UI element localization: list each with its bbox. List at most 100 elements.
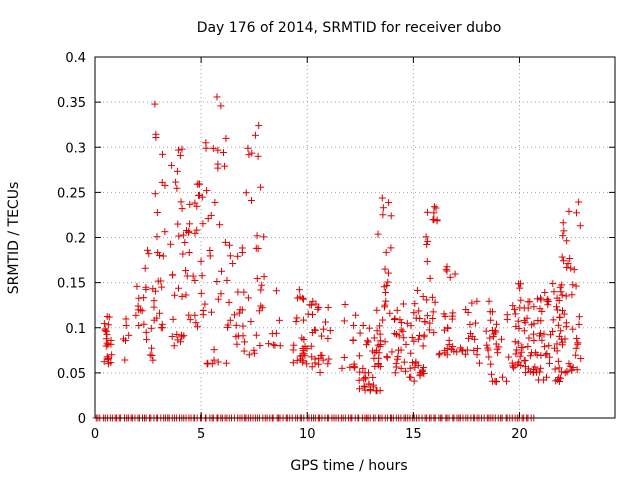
data-point	[566, 254, 574, 262]
data-point	[388, 348, 396, 356]
data-point	[207, 211, 215, 219]
data-point	[101, 326, 109, 334]
data-point	[533, 351, 541, 359]
data-point	[193, 202, 201, 210]
data-point	[311, 355, 319, 363]
data-point	[449, 309, 457, 317]
data-point	[213, 93, 221, 101]
data-point	[430, 203, 438, 211]
data-point	[315, 360, 323, 368]
data-point	[392, 330, 400, 338]
data-points	[92, 93, 585, 422]
data-point	[453, 348, 461, 356]
data-point	[429, 314, 437, 322]
data-point	[365, 380, 373, 388]
data-point	[258, 281, 266, 289]
data-point	[559, 219, 567, 227]
data-point	[239, 332, 247, 340]
x-tick-labels: 0 5 10 15 20	[91, 427, 528, 442]
data-point	[186, 316, 194, 324]
data-point	[537, 294, 545, 302]
x-tick-label: 5	[197, 427, 205, 442]
data-point	[158, 324, 166, 332]
data-point	[446, 273, 454, 281]
data-point	[185, 311, 193, 319]
data-point	[473, 351, 481, 359]
data-point	[183, 272, 191, 280]
data-point	[156, 309, 164, 317]
data-point	[234, 252, 242, 260]
data-point	[340, 317, 348, 325]
data-point	[236, 306, 244, 314]
data-point	[517, 280, 525, 288]
data-point	[568, 366, 576, 374]
data-point	[540, 330, 548, 338]
data-point	[145, 250, 153, 258]
data-point	[411, 300, 419, 308]
data-point	[260, 233, 268, 241]
data-point	[494, 349, 502, 357]
data-point	[526, 352, 534, 360]
data-point	[394, 353, 402, 361]
data-point	[221, 162, 229, 170]
data-point	[540, 343, 548, 351]
data-point	[234, 288, 242, 296]
data-point	[169, 271, 177, 279]
data-point	[381, 289, 389, 297]
data-point	[226, 252, 234, 260]
data-point	[422, 233, 430, 241]
data-point	[516, 352, 524, 360]
data-point	[254, 152, 262, 160]
data-point	[191, 311, 199, 319]
data-point	[552, 303, 560, 311]
data-point	[379, 211, 387, 219]
data-point	[217, 102, 225, 110]
data-point	[255, 122, 263, 130]
data-point	[189, 272, 197, 280]
data-point	[423, 312, 431, 320]
data-point	[102, 335, 110, 343]
data-point	[432, 204, 440, 212]
y-axis-label: SRMTID / TECUs	[6, 182, 22, 295]
data-point	[363, 337, 371, 345]
data-point	[549, 280, 557, 288]
data-point	[245, 151, 253, 159]
data-point	[268, 330, 276, 338]
data-point	[373, 306, 381, 314]
data-point	[517, 348, 525, 356]
data-point	[430, 209, 438, 217]
data-point	[512, 350, 520, 358]
data-point	[374, 359, 382, 367]
y-tick-label: 0.1	[65, 322, 86, 337]
data-point	[386, 309, 394, 317]
data-point	[233, 340, 241, 348]
data-point	[420, 331, 428, 339]
data-point	[555, 364, 563, 372]
data-point	[570, 266, 578, 274]
data-point	[560, 257, 568, 265]
data-point	[250, 349, 258, 357]
data-point	[468, 299, 476, 307]
data-point	[408, 358, 416, 366]
data-point	[473, 297, 481, 305]
data-point	[430, 329, 438, 337]
data-point	[385, 199, 393, 207]
data-point	[251, 131, 259, 139]
data-point	[528, 321, 536, 329]
data-point	[499, 373, 507, 381]
data-point	[185, 249, 193, 257]
data-point	[257, 302, 265, 310]
data-point	[383, 353, 391, 361]
data-point	[511, 362, 519, 370]
data-point	[433, 216, 441, 224]
data-point	[376, 343, 384, 351]
y-tick-label: 0.3	[65, 141, 86, 156]
data-point	[210, 356, 218, 364]
data-point	[186, 200, 194, 208]
data-point	[208, 360, 216, 368]
data-point	[199, 311, 207, 319]
data-point	[563, 263, 571, 271]
data-point	[105, 360, 113, 368]
data-point	[558, 291, 566, 299]
data-point	[550, 288, 558, 296]
